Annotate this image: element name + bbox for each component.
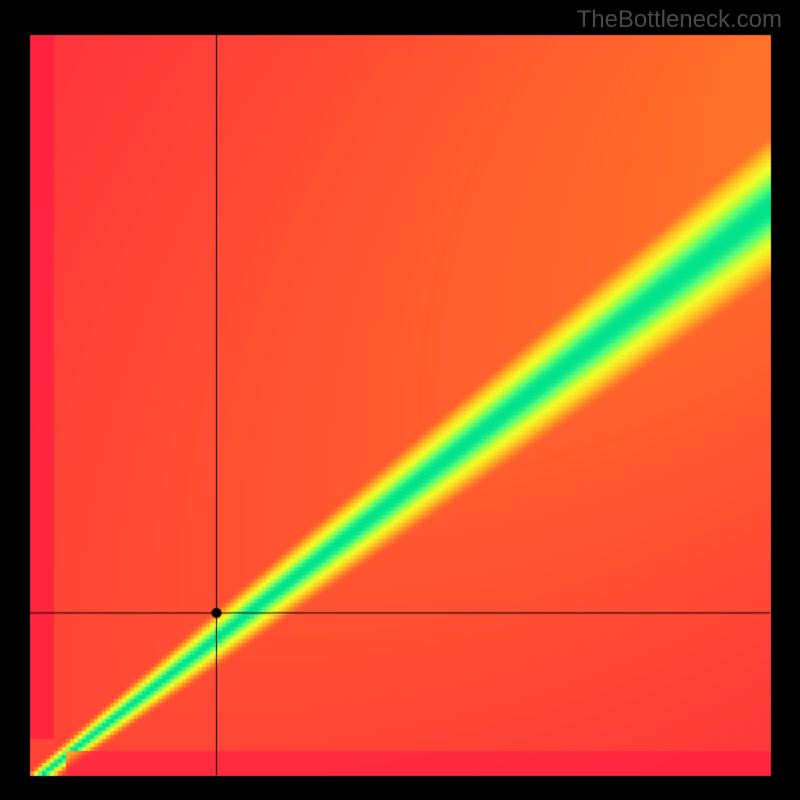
bottleneck-heatmap bbox=[0, 0, 800, 800]
watermark-label: TheBottleneck.com bbox=[577, 6, 782, 34]
